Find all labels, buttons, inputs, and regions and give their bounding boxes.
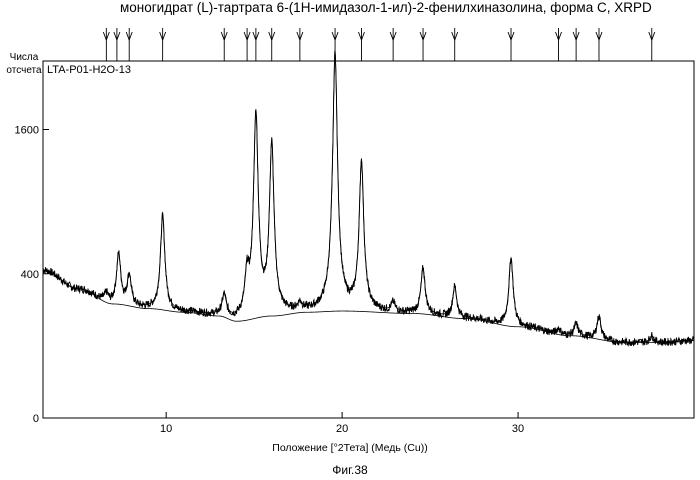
peak-marker [160, 28, 166, 61]
peak-marker [649, 28, 655, 61]
peak-marker [508, 28, 514, 61]
y-tick-label: 1600 [15, 125, 39, 137]
peak-marker [573, 28, 579, 61]
peak-marker [103, 28, 109, 61]
x-axis-label: Положение [°2Тета] (Медь (Cu)) [0, 442, 700, 454]
peak-marker [126, 28, 132, 61]
y-axis-ticks: 0 400 1600 [15, 125, 49, 425]
y-tick-label: 400 [21, 269, 39, 281]
peak-marker [390, 28, 396, 61]
y-tick-label: 0 [33, 413, 39, 425]
peak-marker [269, 28, 275, 61]
fit-line [43, 52, 694, 342]
plot-frame [43, 61, 694, 418]
peak-marker [452, 28, 458, 61]
peak-marker [556, 28, 562, 61]
peak-marker [358, 28, 364, 61]
peak-marker [420, 28, 426, 61]
x-tick-label: 10 [160, 423, 172, 435]
figure-caption: Фиг.38 [0, 463, 700, 477]
peak-marker [114, 28, 120, 61]
x-tick-label: 30 [512, 423, 524, 435]
x-axis-ticks: 10 20 30 [160, 412, 524, 435]
diffractogram-line [43, 50, 694, 346]
peak-marker-group [103, 28, 654, 61]
peak-marker [596, 28, 602, 61]
x-tick-label: 20 [336, 423, 348, 435]
peak-marker [244, 28, 250, 61]
sample-label: LTA-P01-H2O-13 [47, 64, 131, 76]
peak-marker [297, 28, 303, 61]
peak-marker [253, 28, 259, 61]
peak-marker [221, 28, 227, 61]
